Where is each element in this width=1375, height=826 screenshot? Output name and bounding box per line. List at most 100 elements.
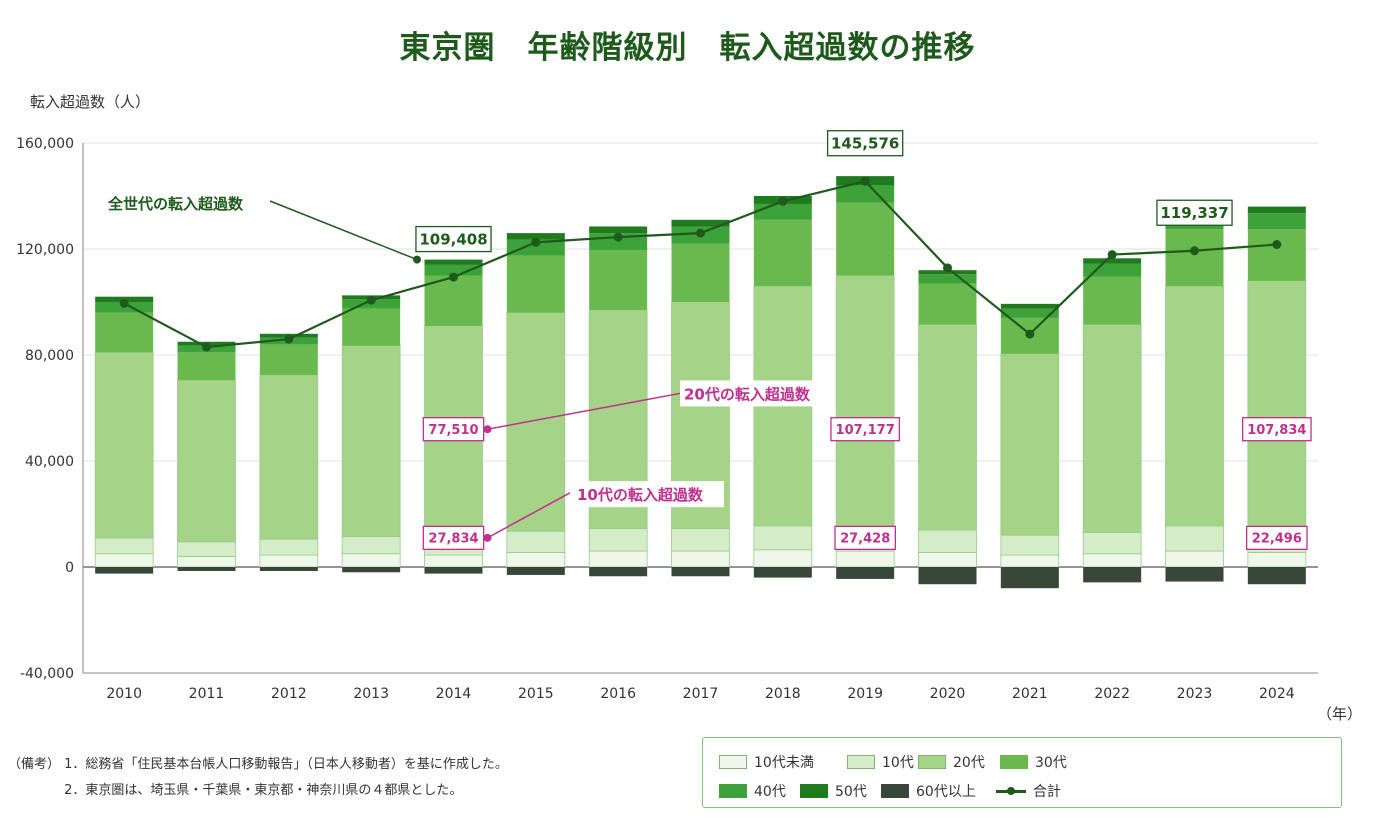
bar-age60-2016: [589, 567, 648, 577]
bar-age60-2019: [836, 567, 895, 579]
bar-age40-2021: [1000, 308, 1059, 318]
bar-age20-2019: [835, 275, 895, 529]
x-tick-label: 2013: [353, 686, 389, 702]
bar-age30-2010: [95, 312, 154, 353]
bar-age40-2024: [1247, 213, 1306, 230]
note-line-1: （備考） 1．総務省「住民基本台帳人口移動報告」（日本人移動者）を基に作成した。: [8, 757, 508, 772]
bar-under10-2018: [753, 549, 813, 568]
bar-age40-2020: [918, 274, 977, 284]
age20-label-2019: 107,177: [836, 423, 895, 438]
total-point-2016: [613, 232, 623, 242]
legend-item-total: 合計: [996, 781, 1061, 801]
bar-age30-2019: [836, 202, 895, 276]
x-tick-label: 2015: [518, 686, 554, 702]
bar-age30-2016: [589, 250, 648, 310]
x-tick-label: 2022: [1094, 686, 1130, 702]
bar-age10-2016: [588, 528, 648, 552]
legend-label-age20: 20代: [953, 755, 985, 771]
age20-annotation-line: [487, 392, 681, 430]
bar-under10-2017: [671, 550, 730, 568]
x-tick-label: 2016: [600, 686, 636, 702]
bar-age30-2011: [177, 352, 236, 381]
bar-age30-2013: [342, 308, 401, 346]
bar-age20-2020: [918, 324, 977, 531]
bar-under10-2020: [918, 552, 977, 568]
bar-age60-2015: [506, 567, 565, 575]
y-axis-title: 転入超過数（人）: [30, 93, 150, 111]
bar-age60-2018: [753, 567, 812, 578]
bar-age20-2015: [506, 312, 566, 532]
bar-under10-2021: [1000, 554, 1060, 568]
bar-age30-2023: [1165, 229, 1224, 287]
total-point-2015: [531, 237, 541, 247]
total-point-2019: [860, 176, 870, 186]
bar-age30-2018: [753, 219, 812, 287]
legend-label-age10: 10代: [882, 755, 914, 771]
bar-age10-2020: [918, 529, 977, 553]
age10-annotation-dot: [483, 533, 492, 542]
age20-annotation-dot: [483, 425, 492, 434]
legend-item-age20: 20代: [918, 752, 985, 772]
total-point-2020: [943, 263, 952, 273]
x-tick-label: 2019: [847, 686, 883, 702]
bar-age20-2013: [341, 345, 401, 537]
bar-age10-2015: [506, 530, 566, 553]
y-tick-label: 40,000: [25, 454, 74, 470]
y-tick-label: 120,000: [16, 242, 74, 258]
age20-label-2024-box: [1241, 417, 1312, 442]
page-title: 東京圏 年齢階級別 転入超過数の推移: [399, 30, 976, 66]
bar-age60-2013: [342, 567, 401, 573]
bar-age40-2014: [424, 264, 483, 276]
stacked-bar-chart: 転入超過数（人） -40,000 0 40,000 80,000 120,000 160,0…: [16, 93, 1362, 723]
bar-under10-2014: [424, 554, 483, 568]
total-label-2014-box: [415, 225, 492, 253]
age20-annotation-bg: [680, 380, 830, 407]
legend-label-age60: 60代以上: [916, 784, 976, 800]
bar-age20-2010: [94, 351, 154, 539]
total-point-2013: [366, 295, 376, 305]
legend-swatch-age10: [847, 755, 875, 769]
bar-age30-2020: [918, 283, 977, 325]
age20-annotation-text: 20代の転入超過数: [684, 385, 811, 403]
legend-label-age40: 40代: [754, 784, 786, 800]
bar-age30-2012: [259, 344, 318, 375]
bar-age10-2010: [94, 537, 154, 555]
age10-label-2014: 27,834: [428, 532, 478, 547]
total-point-2024: [1272, 239, 1282, 249]
x-tick-label: 2023: [1177, 686, 1213, 702]
legend-item-age40: 40代: [719, 781, 786, 801]
y-tick-label: -40,000: [20, 666, 74, 682]
bar-age10-2011: [177, 541, 236, 557]
bar-age50-2017: [671, 219, 730, 227]
total-point-2023: [1190, 246, 1199, 256]
total-point-2012: [284, 334, 294, 344]
bar-age50-2016: [589, 226, 648, 234]
notes: （備考） 1．総務省「住民基本台帳人口移動報告」（日本人移動者）を基に作成した。…: [8, 752, 508, 804]
bar-age40-2019: [836, 185, 895, 203]
bar-age30-2022: [1083, 276, 1142, 325]
legend-label-under10: 10代未満: [754, 755, 814, 771]
bar-under10-2011: [177, 556, 236, 568]
bar-age20-2021: [1000, 353, 1060, 536]
bar-under10-2022: [1082, 553, 1142, 568]
bar-age60-2010: [95, 567, 154, 574]
bar-age10-2021: [1000, 534, 1060, 556]
bar-age20-2022: [1082, 324, 1142, 533]
total-point-2010: [119, 298, 129, 308]
legend-swatch-age20: [918, 755, 946, 769]
age10-label-2024-box: [1246, 525, 1308, 550]
age10-annotation-text: 10代の転入超過数: [577, 486, 704, 504]
legend-swatch-age60: [881, 784, 909, 798]
bar-age20-2011: [177, 379, 236, 543]
bar-age50-2022: [1083, 258, 1142, 264]
total-label-2023: 119,337: [1160, 204, 1228, 222]
y-tick-label: 160,000: [16, 136, 74, 152]
bar-under10-2016: [588, 550, 648, 568]
age20-label-2014: 77,510: [428, 423, 478, 438]
legend-item-under10: 10代未満: [719, 752, 814, 772]
bar-age50-2024: [1247, 206, 1306, 214]
total-label-2019: 145,576: [831, 135, 899, 153]
bar-age10-2018: [753, 525, 813, 551]
bar-age20-2024: [1247, 280, 1307, 529]
bar-age40-2015: [506, 239, 565, 256]
